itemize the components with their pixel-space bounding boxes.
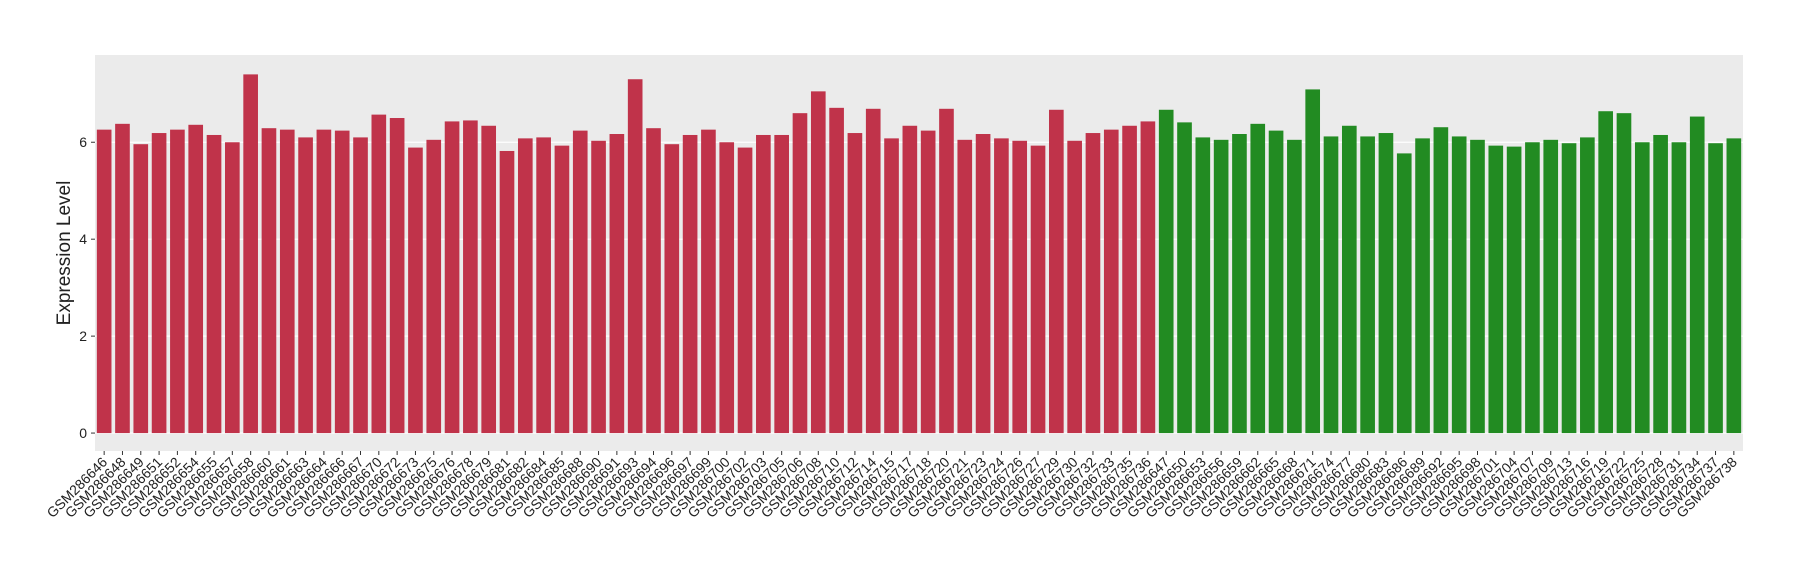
bar <box>1012 140 1028 434</box>
bar <box>1232 134 1247 434</box>
bar <box>499 150 515 434</box>
bar <box>1360 136 1375 434</box>
bar <box>1122 125 1137 434</box>
bar <box>426 139 442 434</box>
bar <box>1561 143 1577 434</box>
bar <box>1341 125 1357 434</box>
bar <box>719 142 735 434</box>
bar <box>1396 153 1412 434</box>
bar <box>1085 133 1101 434</box>
bar <box>261 128 277 434</box>
bar <box>1158 109 1174 434</box>
y-tick-label: 2 <box>79 328 87 344</box>
bar <box>408 147 423 434</box>
bar <box>1726 138 1742 434</box>
bar <box>1470 139 1485 434</box>
bar <box>701 129 716 434</box>
bar <box>737 147 753 434</box>
bar <box>206 134 222 434</box>
bar <box>151 133 167 434</box>
bar <box>829 107 844 434</box>
bar <box>96 129 112 434</box>
bar <box>1287 139 1302 434</box>
bar <box>1616 113 1632 434</box>
bar <box>847 133 863 434</box>
bar <box>517 138 533 434</box>
bar <box>1103 129 1119 434</box>
bar <box>481 125 497 434</box>
bar <box>627 79 643 434</box>
bar <box>994 138 1009 434</box>
bar <box>133 144 149 434</box>
bar <box>316 129 332 434</box>
bar <box>646 128 661 434</box>
bar <box>1634 142 1650 434</box>
bar <box>1689 116 1705 434</box>
y-axis-label: Expression Level <box>54 181 75 326</box>
bar <box>1525 142 1540 434</box>
bar <box>664 144 680 434</box>
bar <box>298 137 313 434</box>
bar <box>1543 139 1559 434</box>
bar <box>170 129 185 434</box>
y-tick-label: 4 <box>79 231 87 247</box>
bar <box>1378 133 1394 434</box>
bar <box>1451 136 1467 434</box>
bar <box>1598 111 1613 434</box>
bar <box>957 139 973 434</box>
bar <box>1177 122 1192 434</box>
bar <box>463 120 478 434</box>
bar <box>1030 145 1046 434</box>
bar <box>554 145 570 434</box>
bar <box>939 108 954 434</box>
bar <box>371 114 387 434</box>
bar <box>1653 134 1668 434</box>
bar <box>609 134 625 434</box>
bar <box>279 129 295 434</box>
bar <box>591 140 606 434</box>
bar <box>389 118 405 434</box>
bar <box>1250 123 1266 434</box>
bar <box>884 138 899 434</box>
bar <box>243 74 258 434</box>
bar <box>1213 139 1229 434</box>
bar <box>1488 145 1504 434</box>
bar <box>1140 121 1156 434</box>
bar <box>1708 143 1723 434</box>
bar <box>1305 89 1321 434</box>
y-tick-label: 0 <box>79 425 87 441</box>
bar <box>1415 138 1430 434</box>
bar <box>1671 142 1687 434</box>
bar <box>1506 146 1522 434</box>
bar <box>1195 137 1211 434</box>
bar <box>225 142 240 434</box>
bar <box>115 123 130 434</box>
bar <box>1323 136 1339 434</box>
bar <box>792 113 808 434</box>
bar <box>572 130 588 434</box>
bar <box>1268 130 1284 434</box>
plot-panel <box>95 55 1743 451</box>
bar <box>444 121 460 434</box>
bar <box>810 91 826 434</box>
bar <box>1049 109 1064 434</box>
bar <box>975 134 991 434</box>
bar <box>920 130 936 434</box>
bar <box>756 134 771 434</box>
bar <box>536 137 551 434</box>
bar <box>188 124 204 434</box>
bar <box>1067 140 1082 434</box>
y-tick-label: 6 <box>79 134 87 150</box>
bar <box>334 130 350 434</box>
bar <box>865 108 881 434</box>
bar <box>353 137 368 434</box>
bar <box>1433 127 1449 434</box>
bar <box>1580 137 1595 434</box>
bar <box>682 134 698 434</box>
bar <box>902 125 918 434</box>
bar <box>774 134 789 434</box>
